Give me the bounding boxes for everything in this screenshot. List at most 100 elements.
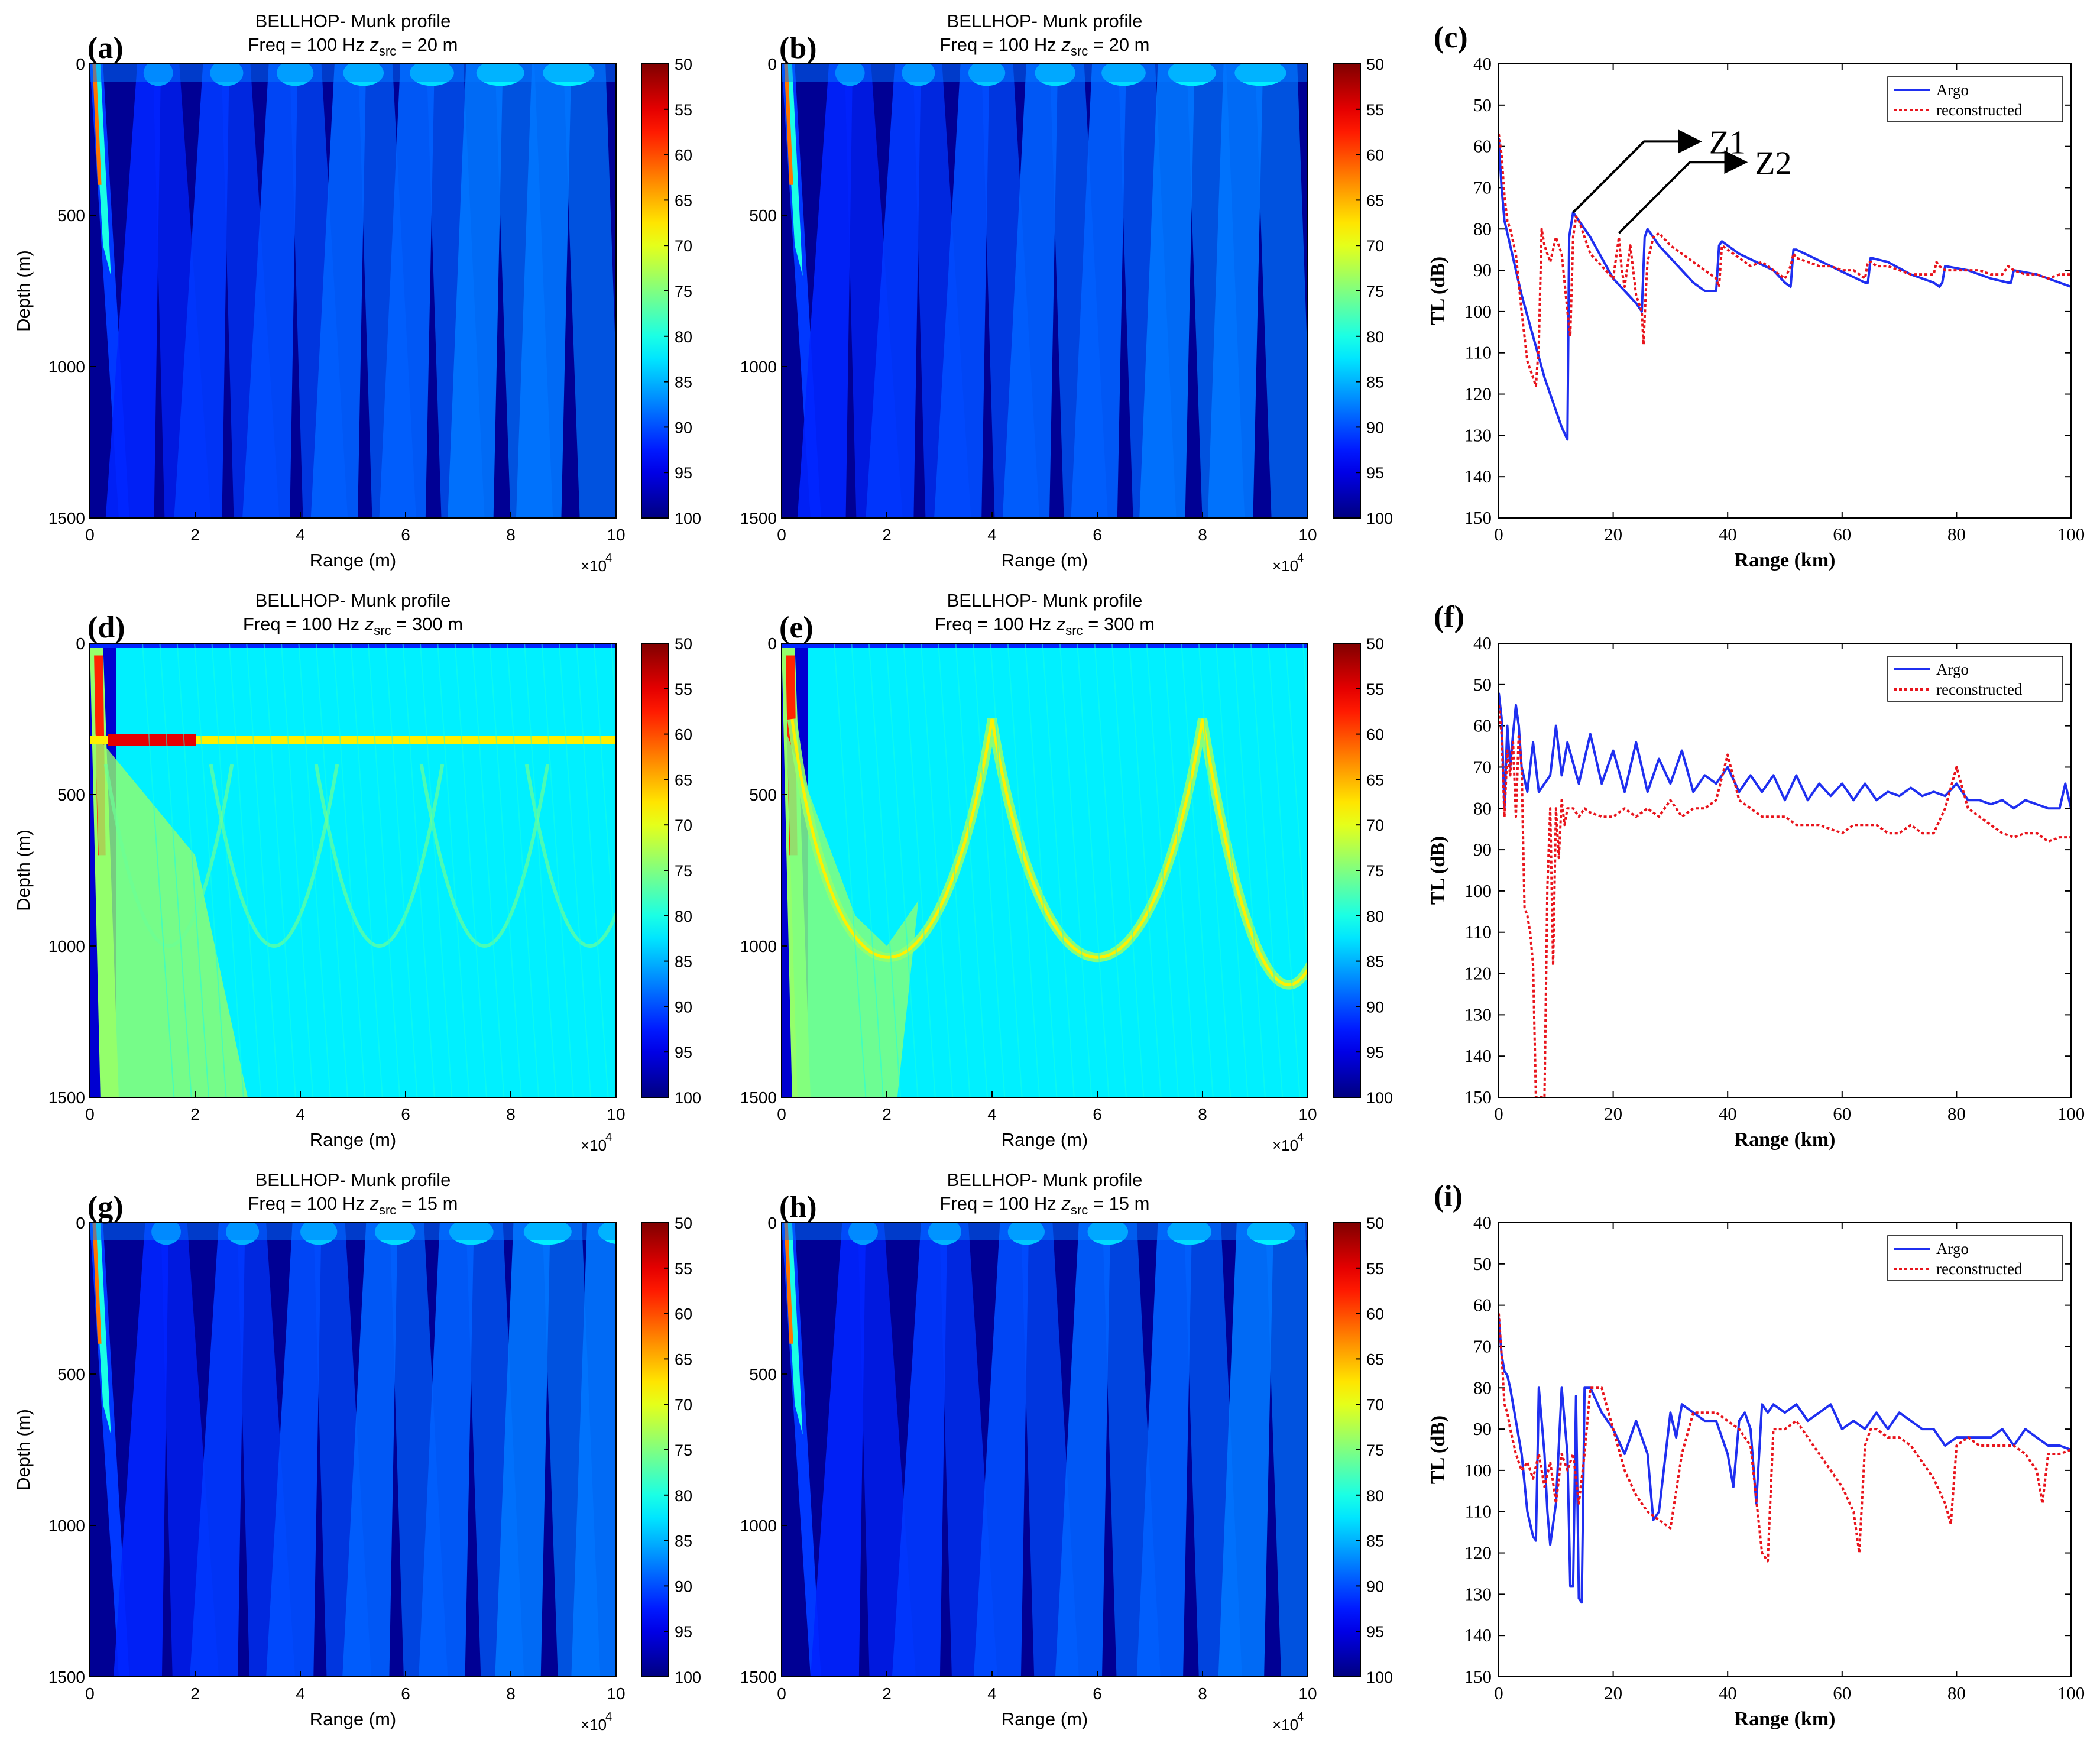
z-label: z: [369, 34, 379, 55]
z-value: = 15 m: [396, 1193, 458, 1214]
ray-line: [385, 643, 418, 1097]
axes-box: [1498, 1222, 2072, 1677]
ray-line: [990, 643, 1023, 1097]
title-line-2: Freq = 100 Hz zsrc = 15 m: [940, 1193, 1150, 1217]
x-tick-label: 0: [85, 1684, 95, 1703]
bright-region: [95, 734, 248, 1097]
y-tick-label: 1500: [740, 1088, 777, 1107]
plot-background: [1499, 64, 2071, 518]
y-tick-label: 1000: [48, 1517, 85, 1535]
convergence-beam: [190, 1223, 245, 1677]
x-tick-label: 0: [1494, 524, 1503, 545]
x-axis-label: Range (m): [1002, 1129, 1088, 1150]
z-subscript: src: [1071, 1203, 1088, 1217]
colorbar-tick-label: 60: [1366, 726, 1384, 744]
convergence-beam: [105, 64, 161, 518]
y-tick-label: 60: [1473, 715, 1492, 736]
colorbar-tick-label: 55: [1366, 101, 1384, 119]
z-label: z: [1061, 1193, 1071, 1214]
y-tick-label: 60: [1473, 136, 1492, 157]
ray-line: [868, 643, 902, 1097]
colorbar-tick-label: 100: [675, 1669, 701, 1686]
x-tick-label: 2: [190, 1684, 200, 1703]
ray-line: [834, 643, 867, 1097]
colorbar-tick-label: 60: [675, 147, 692, 164]
x-exponent: 4: [1297, 552, 1304, 565]
surface-duct: [782, 64, 1308, 82]
x-axis-label: Range (km): [1735, 549, 1836, 571]
ray-line: [333, 643, 366, 1097]
y-axis-label: Depth (m): [13, 1409, 34, 1491]
colorbar-tick-label: 100: [675, 1089, 701, 1107]
y-tick-label: 70: [1473, 756, 1492, 777]
x-tick-label: 6: [401, 1684, 410, 1703]
colorbar-tick-label: 55: [1366, 681, 1384, 698]
y-tick-label: 110: [1465, 1501, 1492, 1522]
convergence-beam: [419, 1223, 474, 1677]
x-tick-label: 6: [401, 1105, 410, 1123]
panel-label: (b): [779, 31, 817, 65]
ray-line: [454, 643, 488, 1097]
legend-label: Argo: [1936, 1240, 1969, 1258]
axes-box: [781, 1222, 1308, 1677]
x-tick-label: 10: [1298, 526, 1317, 544]
y-tick-label: 50: [1473, 95, 1492, 115]
colorbar-tick-label: 75: [1366, 283, 1384, 300]
colorbar-tick-label: 80: [675, 908, 692, 925]
ray-line: [1007, 643, 1041, 1097]
y-tick-label: 140: [1464, 466, 1492, 487]
ray-line: [1094, 643, 1127, 1097]
x-multiplier: ×10: [1272, 557, 1298, 575]
colorbar-tick-label: 50: [675, 1214, 692, 1232]
colorbar-tick-label: 100: [1366, 1089, 1393, 1107]
colorbar-tick-label: 75: [1366, 1441, 1384, 1459]
y-tick-label: 130: [1464, 425, 1492, 445]
ray-line: [1181, 643, 1214, 1097]
convergence-beam: [1255, 64, 1308, 518]
panel-label: (g): [88, 1190, 124, 1224]
freq-label: Freq = 100 Hz: [248, 34, 370, 55]
convergence-beam: [810, 1223, 866, 1677]
colorbar-tick-label: 65: [1366, 1350, 1384, 1368]
axes-box: [781, 63, 1308, 519]
title-line-1: BELLHOP- Munk profile: [255, 11, 451, 31]
ray-line: [1025, 643, 1058, 1097]
z-value: = 20 m: [1088, 34, 1149, 55]
colorbar-tick-label: 85: [1366, 953, 1384, 971]
x-axis-label: Range (m): [1002, 550, 1088, 571]
colorbar-tick-label: 95: [675, 464, 692, 482]
x-exponent: 4: [1297, 1710, 1304, 1723]
colorbar-tick-label: 50: [675, 56, 692, 73]
ray-line: [851, 643, 884, 1097]
surface-band: [782, 643, 1308, 648]
y-tick-label: 90: [1473, 839, 1492, 860]
colorbar-tick-label: 50: [1366, 56, 1384, 73]
title-line-2: Freq = 100 Hz zsrc = 300 m: [935, 614, 1155, 638]
series-area: [1499, 134, 2071, 441]
x-multiplier: ×10: [1272, 1136, 1298, 1154]
x-tick-label: 8: [506, 1105, 516, 1123]
y-axis-label: Depth (m): [13, 830, 34, 911]
x-tick-label: 8: [1198, 1105, 1207, 1123]
x-axis-label: Range (km): [1735, 1129, 1836, 1151]
y-tick-label: 500: [749, 1365, 777, 1384]
x-tick-label: 10: [607, 526, 625, 544]
x-tick-label: 6: [1093, 1105, 1102, 1123]
x-tick-label: 2: [882, 1684, 892, 1703]
ray-line: [1042, 643, 1075, 1097]
x-tick-label: 20: [1604, 1683, 1622, 1703]
x-tick-label: 40: [1719, 524, 1737, 545]
x-tick-label: 80: [1947, 1103, 1966, 1124]
x-multiplier: ×10: [581, 1716, 607, 1734]
x-tick-label: 2: [190, 1105, 200, 1123]
series-area: [1499, 1313, 2071, 1604]
convergence-beam: [495, 1223, 550, 1677]
x-tick-label: 10: [1298, 1105, 1317, 1123]
x-axis-label: Range (m): [1002, 1709, 1088, 1729]
y-tick-label: 1500: [740, 509, 777, 527]
x-axis-label: Range (m): [310, 1129, 396, 1150]
